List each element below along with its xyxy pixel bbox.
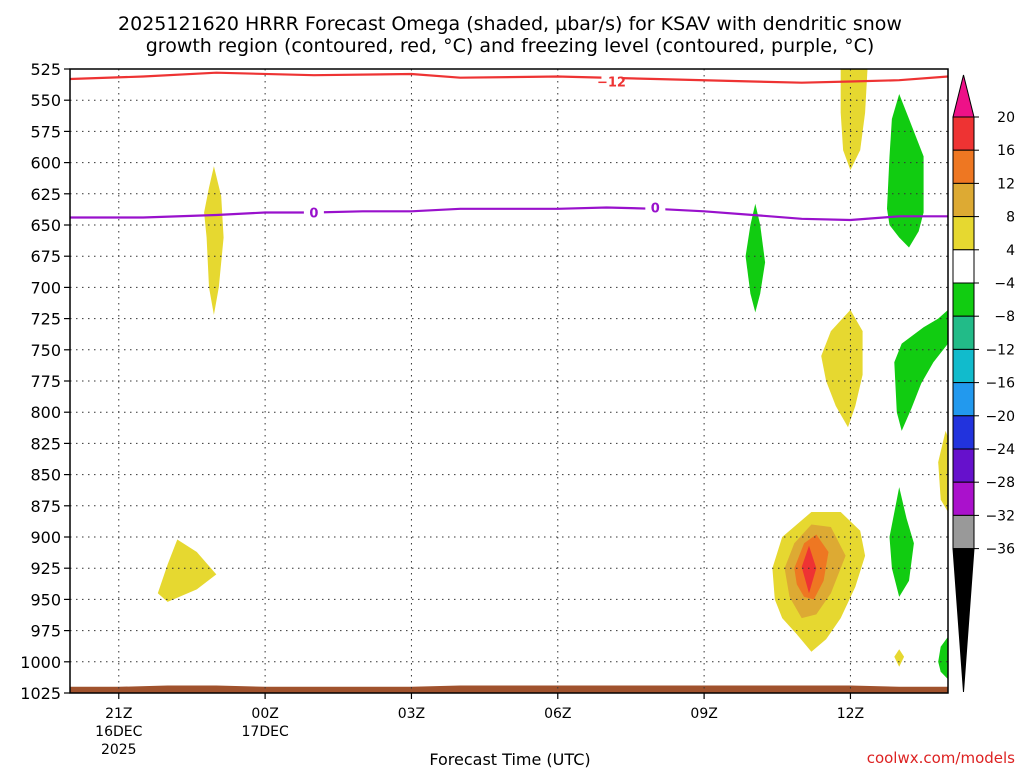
- colorbar-label: −20: [985, 409, 1015, 425]
- y-tick-label: 650: [30, 216, 61, 235]
- colorbar-label: −16: [985, 376, 1015, 392]
- y-tick-label: 725: [30, 310, 61, 329]
- colorbar-label: −4: [994, 276, 1015, 292]
- y-tick-label: 800: [30, 403, 61, 422]
- y-tick-label: 625: [30, 185, 61, 204]
- y-tick-label: 1025: [20, 684, 61, 703]
- colorbar-label: −12: [985, 342, 1015, 358]
- contour-label: −12: [597, 75, 626, 90]
- colorbar-swatch: [952, 415, 975, 450]
- y-tick-label: 1000: [20, 653, 61, 672]
- y-tick-label: 525: [30, 60, 61, 79]
- grid-layer: [70, 69, 948, 693]
- colorbar-swatch: [952, 315, 975, 350]
- colorbar-label: 16: [997, 143, 1015, 159]
- colorbar-swatch: [952, 348, 975, 384]
- x-tick-date: 16DEC: [95, 724, 142, 740]
- upward-omega-blob-1: [157, 539, 217, 602]
- colorbar-label: −36: [985, 542, 1015, 558]
- colorbar-label: 4: [1006, 243, 1015, 259]
- downward-omega-blob-4: [889, 487, 914, 597]
- colorbar-swatch: [952, 514, 975, 550]
- colorbar-label: −24: [985, 442, 1015, 458]
- chart-title-line-1: 2025121620 HRRR Forecast Omega (shaded, …: [118, 13, 902, 35]
- x-tick-label: 06Z: [544, 706, 571, 722]
- dendritic-growth-contour: [70, 71, 948, 84]
- y-tick-label: 850: [30, 466, 61, 485]
- y-tick-label: 575: [30, 122, 61, 141]
- y-tick-label: 925: [30, 559, 61, 578]
- colorbar-swatch: [952, 116, 975, 151]
- y-tick-label: 775: [30, 372, 61, 391]
- contour-label-bg: [645, 200, 666, 215]
- omega-colorbar: 20 16 12 8 4 −4 −8 −12 −16 −20 −24 −28 −32 −36: [952, 74, 1015, 693]
- upward-omega-blob-9: [938, 430, 948, 512]
- contour-layer: −12 0 0: [70, 71, 948, 222]
- colorbar-swatch: [952, 282, 975, 317]
- contour-label: 0: [651, 202, 660, 217]
- colorbar-label: 20: [997, 110, 1015, 126]
- y-tick-label: 975: [30, 622, 61, 641]
- colorbar-label: 12: [997, 176, 1015, 192]
- upward-omega-blob-8: [801, 545, 817, 594]
- x-tick-label: 00Z: [251, 706, 278, 722]
- y-tick-label: 750: [30, 341, 61, 360]
- y-tick-label: 950: [30, 590, 61, 609]
- y-tick-label: 550: [30, 91, 61, 110]
- downward-omega-blob-3: [894, 309, 948, 431]
- chart-title-line-2: growth region (contoured, red, °C) and f…: [146, 35, 875, 57]
- colorbar-swatch: [952, 216, 975, 251]
- downward-omega-blob-2: [745, 203, 766, 313]
- y-tick-label: 900: [30, 528, 61, 547]
- colorbar-swatch: [952, 382, 975, 417]
- y-tick-label: 875: [30, 497, 61, 516]
- x-tick-label: 12Z: [837, 706, 864, 722]
- y-tick-label: 600: [30, 154, 61, 173]
- colorbar-label: −28: [985, 475, 1015, 491]
- colorbar-bottom-arrow: [952, 548, 975, 693]
- x-tick-date: 17DEC: [242, 724, 289, 740]
- colorbar-label: −32: [985, 508, 1015, 524]
- surface-terrain: [70, 685, 948, 693]
- credit-text: coolwx.com/models: [867, 749, 1015, 767]
- y-tick-label: 675: [30, 247, 61, 266]
- upward-omega-blob-2: [204, 166, 224, 315]
- omega-shading-layer: [70, 69, 948, 693]
- colorbar-swatch: [952, 249, 975, 284]
- colorbar-swatch: [952, 182, 975, 218]
- colorbar-label: −8: [994, 309, 1015, 325]
- x-tick-label: 09Z: [690, 706, 717, 722]
- x-tick-label: 21Z: [105, 706, 132, 722]
- x-axis-label: Forecast Time (UTC): [429, 750, 590, 768]
- colorbar-swatch: [952, 481, 975, 516]
- colorbar-swatch: [952, 448, 975, 483]
- contour-label: 0: [309, 207, 318, 222]
- y-tick-label: 700: [30, 278, 61, 297]
- downward-omega-blob-1: [887, 94, 924, 248]
- downward-omega-blob-5: [938, 636, 948, 680]
- contour-label-bg: [303, 205, 324, 220]
- upward-omega-blob-4: [821, 309, 863, 428]
- colorbar-top-arrow: [952, 74, 975, 118]
- freezing-level-contour: [70, 206, 948, 222]
- axes-layer: 525 550 575 600 625 650 675 700 725 750 775 800 825 8…: [20, 60, 949, 758]
- y-tick-label: 825: [30, 434, 61, 453]
- colorbar-label: 8: [1006, 210, 1015, 226]
- upward-omega-blob-10: [894, 649, 905, 667]
- contour-label-bg: [601, 74, 622, 89]
- x-tick-label: 03Z: [398, 706, 425, 722]
- colorbar-swatch: [952, 149, 975, 184]
- x-tick-year: 2025: [101, 742, 137, 758]
- upward-omega-blob-3: [840, 69, 868, 171]
